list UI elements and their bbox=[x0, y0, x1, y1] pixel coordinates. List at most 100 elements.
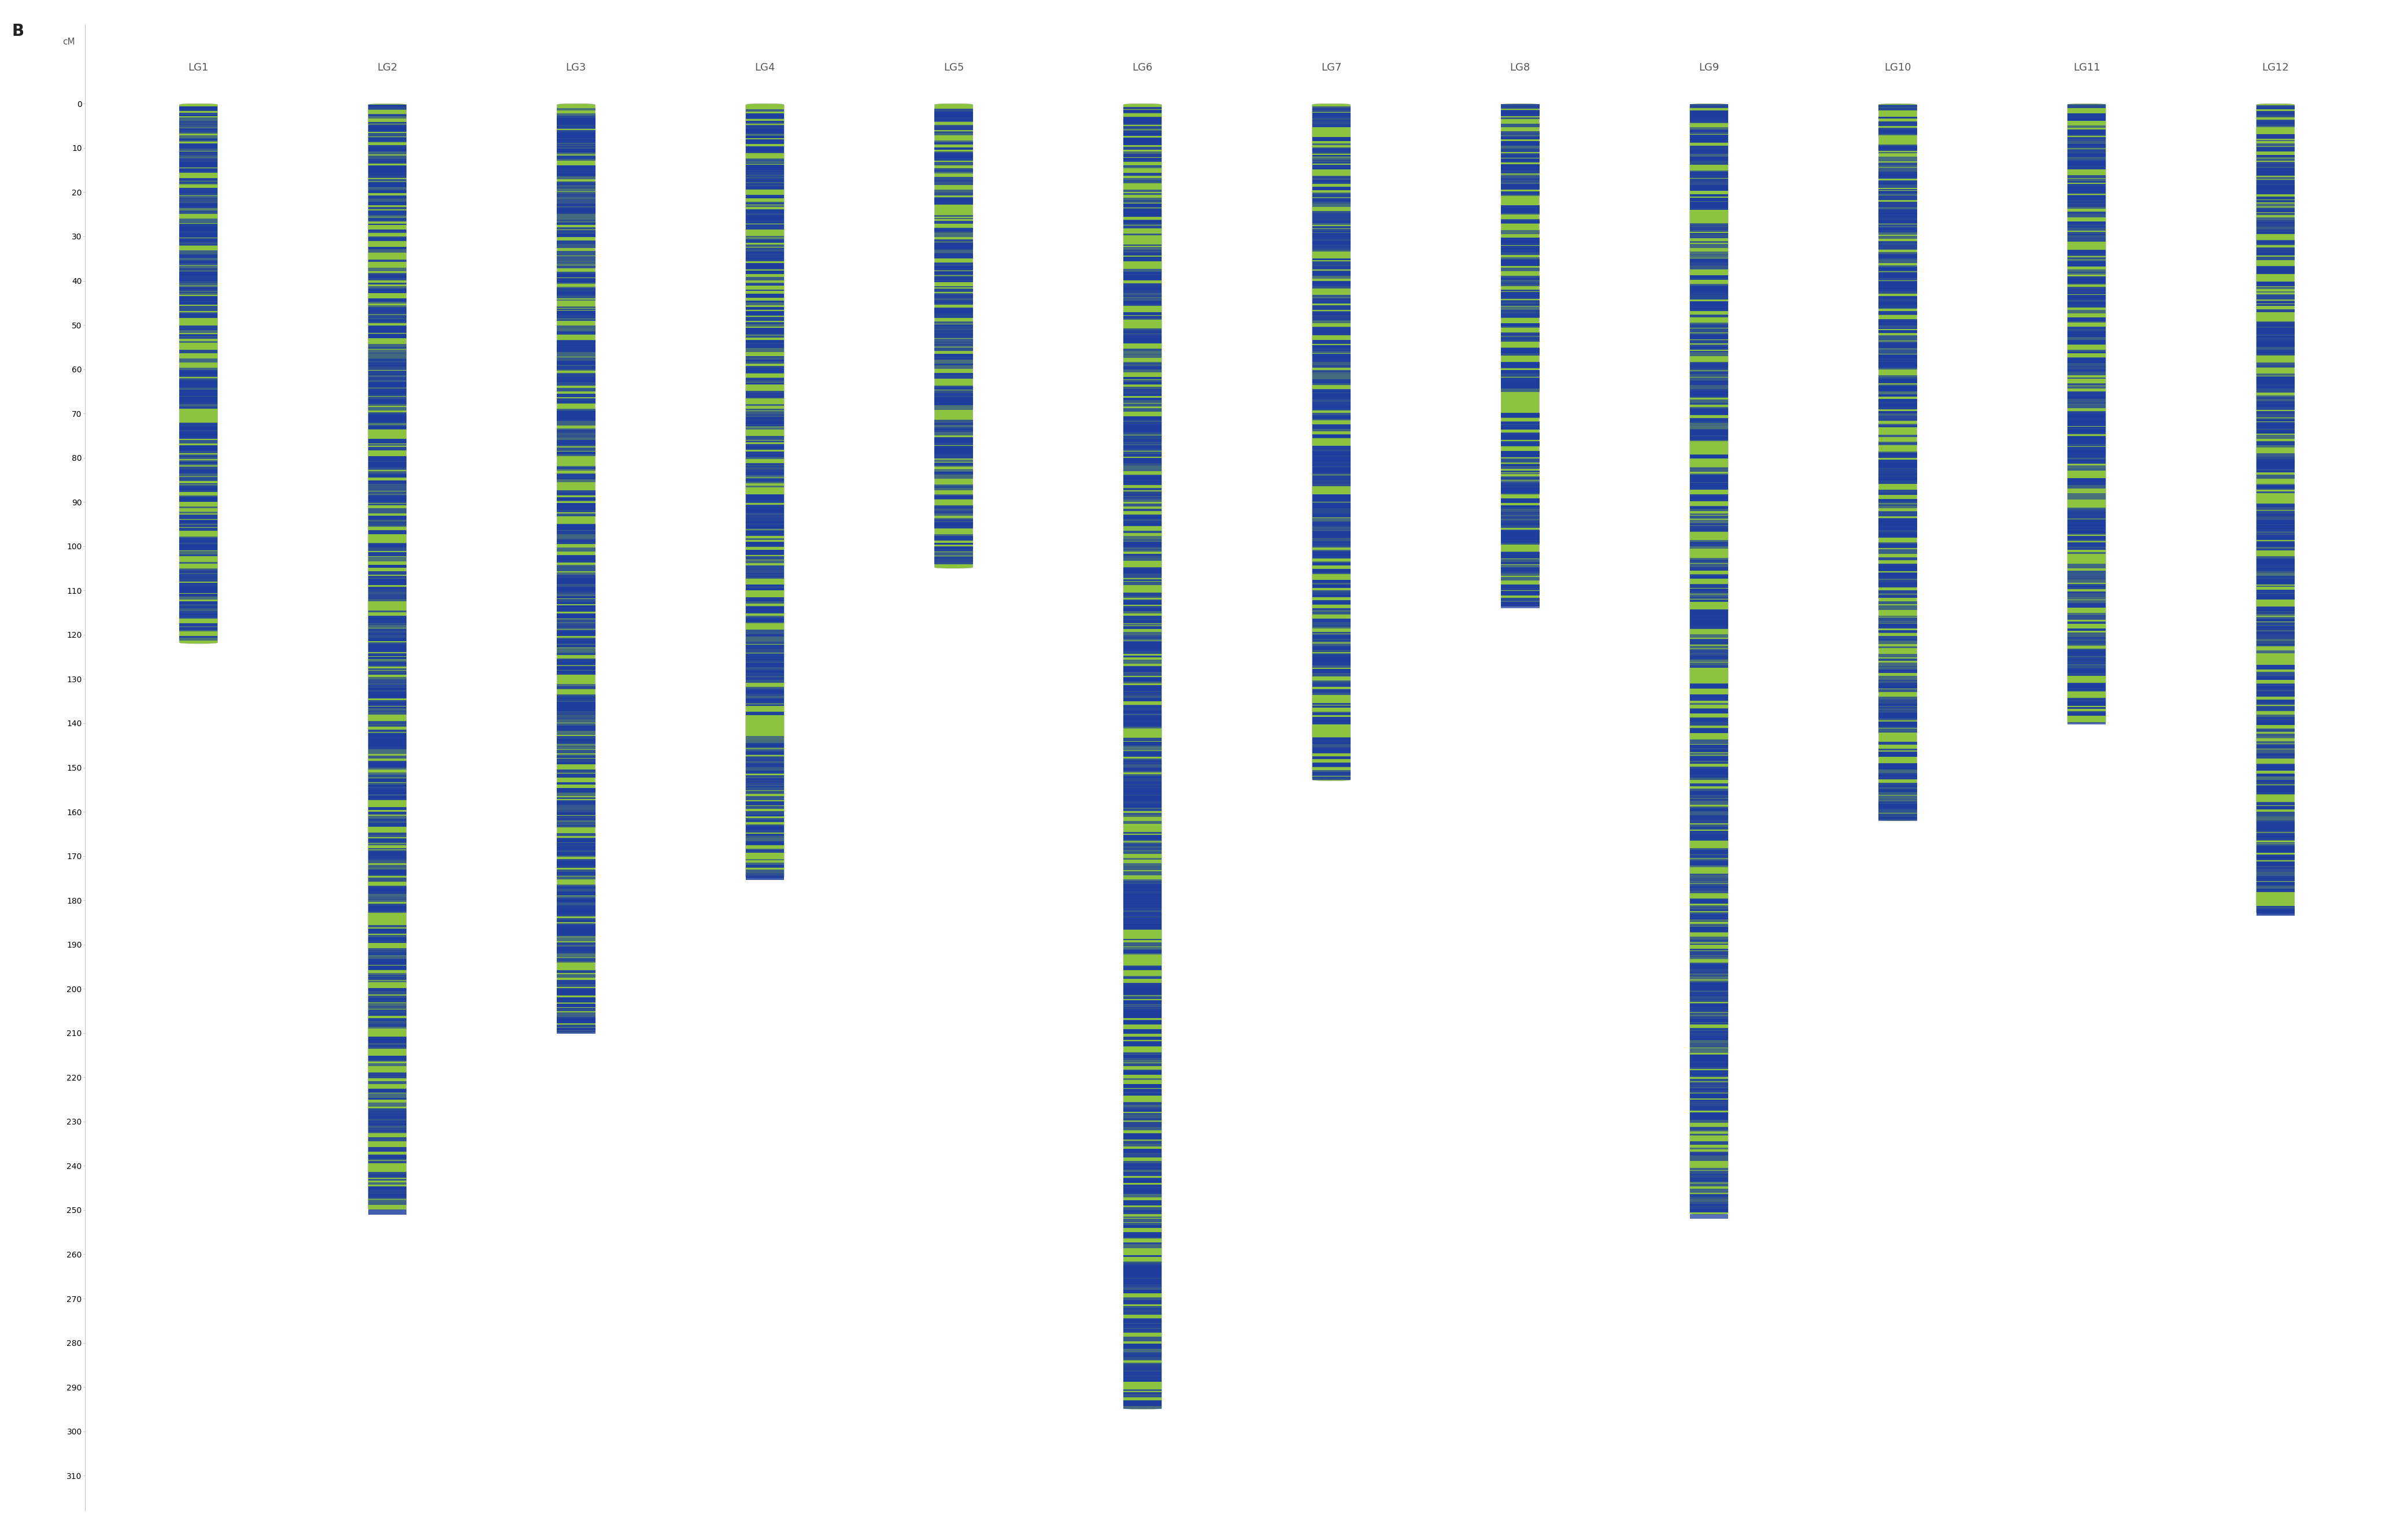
Bar bbox=[368, 493, 407, 497]
Bar bbox=[1125, 1134, 1161, 1139]
Bar bbox=[368, 330, 407, 333]
Bar bbox=[1690, 1128, 1729, 1131]
Bar bbox=[1312, 272, 1351, 275]
Bar bbox=[368, 695, 407, 698]
Bar bbox=[934, 243, 973, 247]
Bar bbox=[934, 522, 973, 525]
Bar bbox=[1312, 660, 1351, 663]
Bar bbox=[746, 258, 785, 261]
Bar bbox=[556, 203, 595, 206]
Bar bbox=[934, 342, 973, 344]
Bar bbox=[1125, 1094, 1161, 1096]
FancyBboxPatch shape bbox=[178, 104, 217, 643]
Bar bbox=[1500, 241, 1539, 246]
Bar bbox=[2256, 166, 2295, 169]
Bar bbox=[368, 371, 407, 378]
Bar bbox=[1878, 646, 1917, 648]
Bar bbox=[1878, 358, 1917, 361]
Bar bbox=[1690, 685, 1729, 688]
Bar bbox=[2256, 330, 2295, 335]
Bar bbox=[1690, 1210, 1729, 1213]
Bar bbox=[1125, 1013, 1161, 1018]
Bar bbox=[2256, 186, 2295, 189]
Bar bbox=[556, 399, 595, 404]
Bar bbox=[556, 810, 595, 815]
Bar bbox=[746, 744, 785, 748]
Bar bbox=[1500, 112, 1539, 115]
Bar bbox=[1312, 434, 1351, 437]
Bar bbox=[2256, 543, 2295, 546]
Bar bbox=[1878, 543, 1917, 548]
Bar bbox=[746, 115, 785, 117]
Bar bbox=[368, 1024, 407, 1027]
Bar bbox=[746, 186, 785, 190]
Bar bbox=[746, 864, 785, 867]
Bar bbox=[746, 296, 785, 298]
Bar bbox=[368, 170, 407, 175]
Bar bbox=[556, 350, 595, 352]
Bar bbox=[1312, 763, 1351, 768]
Bar bbox=[1878, 276, 1917, 281]
Bar bbox=[746, 203, 785, 204]
Bar bbox=[556, 507, 595, 510]
Bar bbox=[1312, 394, 1351, 396]
Bar bbox=[2256, 674, 2295, 678]
Bar bbox=[556, 121, 595, 124]
Bar bbox=[368, 1176, 407, 1177]
Bar bbox=[178, 612, 217, 617]
Bar bbox=[2256, 883, 2295, 884]
Bar bbox=[1500, 149, 1539, 150]
Bar bbox=[1125, 1329, 1161, 1332]
Bar bbox=[178, 201, 217, 207]
Bar bbox=[1878, 146, 1917, 150]
Bar bbox=[368, 462, 407, 467]
Bar bbox=[178, 447, 217, 451]
Bar bbox=[556, 599, 595, 602]
Bar bbox=[556, 631, 595, 634]
Bar bbox=[1125, 1273, 1161, 1277]
Bar bbox=[1690, 178, 1729, 183]
Bar bbox=[1500, 184, 1539, 186]
Bar bbox=[368, 887, 407, 892]
Bar bbox=[746, 425, 785, 427]
Bar bbox=[2256, 309, 2295, 312]
Bar bbox=[556, 233, 595, 236]
Bar bbox=[934, 424, 973, 425]
Bar bbox=[2068, 276, 2105, 281]
Bar bbox=[1690, 858, 1729, 863]
Bar bbox=[1500, 261, 1539, 266]
Bar bbox=[368, 259, 407, 262]
Bar bbox=[1312, 522, 1351, 527]
Bar bbox=[368, 247, 407, 249]
Bar bbox=[368, 978, 407, 979]
Bar bbox=[2256, 491, 2295, 493]
Bar bbox=[556, 605, 595, 608]
Bar bbox=[556, 1028, 595, 1030]
Bar bbox=[1500, 534, 1539, 539]
Bar bbox=[1690, 827, 1729, 829]
Bar bbox=[1500, 378, 1539, 379]
Bar bbox=[1125, 924, 1161, 927]
Bar bbox=[556, 118, 595, 123]
Bar bbox=[1878, 282, 1917, 284]
Bar bbox=[934, 444, 973, 445]
Bar bbox=[1878, 461, 1917, 464]
Bar bbox=[1690, 187, 1729, 190]
Bar bbox=[368, 212, 407, 215]
Bar bbox=[2256, 468, 2295, 471]
Bar bbox=[2068, 232, 2105, 235]
Bar bbox=[746, 786, 785, 791]
Bar bbox=[1690, 557, 1729, 562]
Bar bbox=[746, 333, 785, 335]
Bar bbox=[2256, 163, 2295, 167]
Bar bbox=[1312, 213, 1351, 218]
Bar bbox=[1500, 586, 1539, 591]
Bar bbox=[556, 573, 595, 576]
Bar bbox=[1312, 152, 1351, 154]
Bar bbox=[368, 224, 407, 226]
Bar bbox=[368, 929, 407, 933]
Bar bbox=[1312, 272, 1351, 275]
Bar bbox=[1878, 596, 1917, 599]
Bar bbox=[1125, 301, 1161, 304]
Bar bbox=[1878, 523, 1917, 525]
